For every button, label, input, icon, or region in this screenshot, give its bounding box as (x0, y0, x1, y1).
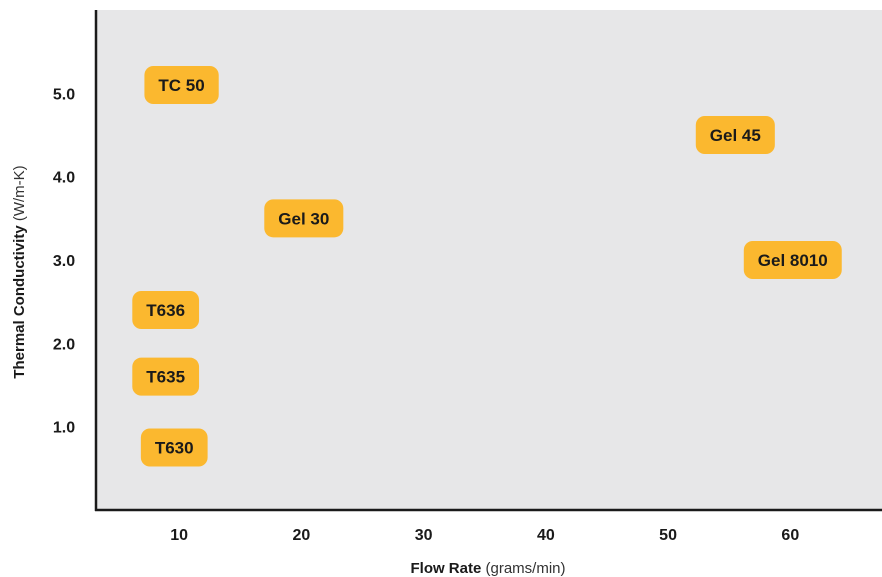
y-axis-title-main: Thermal Conductivity (11, 225, 28, 379)
data-point: T635 (132, 357, 200, 396)
data-point: T630 (140, 428, 208, 467)
y-axis-title-unit: (W/m-K) (11, 165, 28, 221)
y-tick-label: 2.0 (53, 336, 75, 353)
x-tick-label: 10 (170, 527, 188, 544)
data-point-label: T636 (146, 301, 185, 320)
data-point: T636 (132, 291, 200, 329)
data-point-label: T635 (146, 368, 185, 387)
data-point-label: Gel 8010 (758, 251, 828, 270)
data-point: Gel 8010 (743, 241, 842, 279)
data-point-marker (132, 357, 200, 396)
y-tick-label: 5.0 (53, 86, 75, 103)
data-point: Gel 45 (695, 116, 775, 154)
data-point: Gel 30 (264, 199, 344, 238)
data-labels-layer: TC 50 Gel 45 Gel 30 Gel 8010 T636 T635 T630 (132, 66, 842, 467)
y-tick-label: 4.0 (53, 170, 75, 187)
y-tick-label: 1.0 (53, 420, 75, 437)
data-point-label: Gel 30 (278, 209, 329, 228)
data-point: TC 50 (144, 66, 219, 104)
x-axis-title-unit: (grams/min) (486, 560, 566, 577)
x-tick-label: 20 (292, 527, 310, 544)
x-tick-label: 30 (415, 527, 433, 544)
tick-labels-layer: 10 20 30 40 50 60 1.0 2.0 3.0 4.0 5.0 (53, 86, 799, 544)
data-point-marker (264, 199, 344, 238)
data-point-marker (140, 428, 208, 467)
data-point-marker (743, 241, 842, 279)
data-point-marker (695, 116, 775, 154)
x-tick-label: 60 (781, 527, 799, 544)
x-axis-title-main: Flow Rate (410, 560, 481, 577)
data-point-marker (132, 291, 200, 329)
x-tick-label: 40 (537, 527, 555, 544)
data-point-label: TC 50 (158, 76, 204, 95)
y-axis-title: Thermal Conductivity (W/m-K) (11, 165, 28, 378)
data-point-label: Gel 45 (710, 126, 761, 145)
x-tick-label: 50 (659, 527, 677, 544)
data-point-label: T630 (155, 439, 194, 458)
x-axis-title: Flow Rate (grams/min) (410, 560, 565, 577)
y-tick-label: 3.0 (53, 253, 75, 270)
data-point-marker (144, 66, 219, 104)
